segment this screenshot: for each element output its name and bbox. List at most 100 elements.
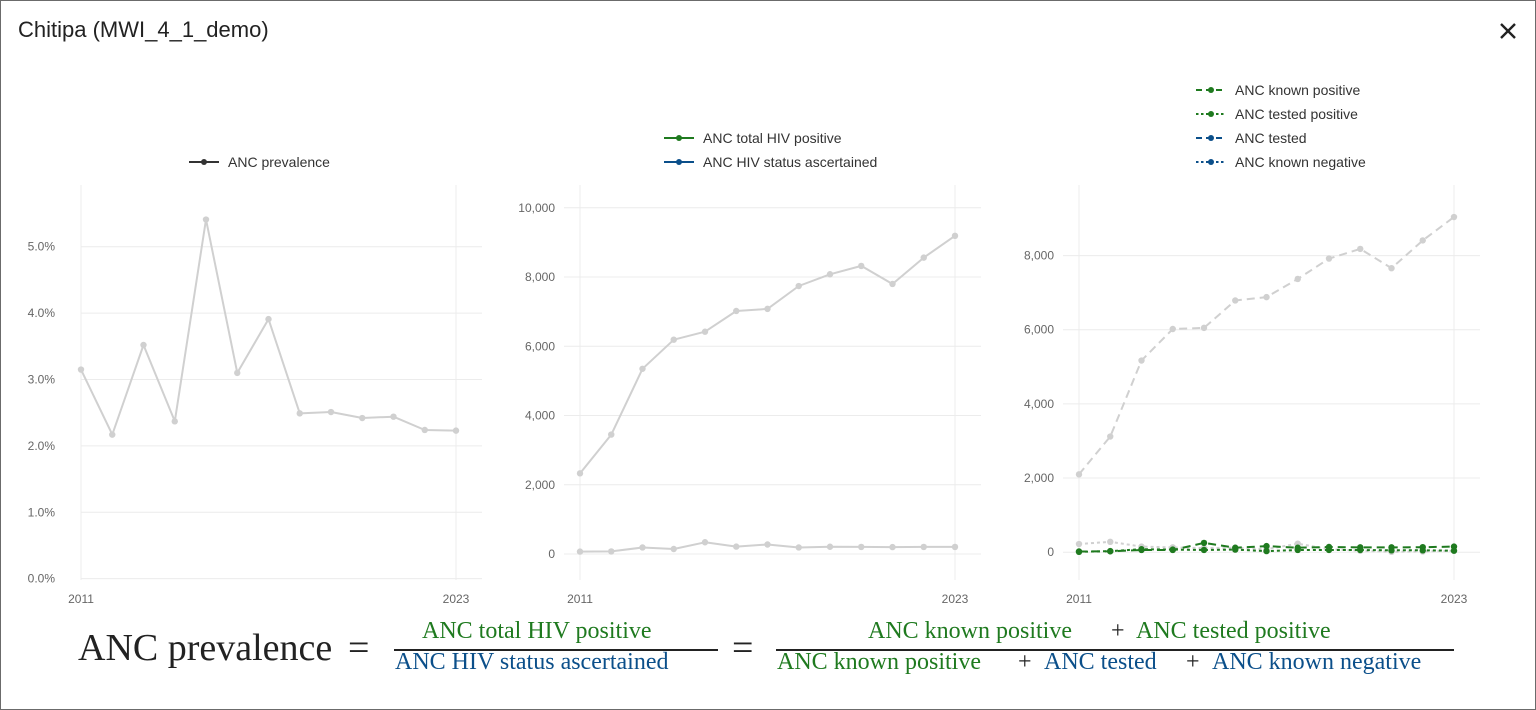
charts-area: 2011 2023 0.0% 1.0% 2.0% 3.0% 4.0% 5.0% ANC prev… [28, 82, 1480, 606]
x-tick-label: 2011 [567, 592, 593, 606]
data-point [889, 280, 896, 288]
data-point [1138, 546, 1145, 553]
close-icon[interactable] [1495, 18, 1521, 44]
data-point [327, 408, 335, 416]
legend-marker [676, 159, 682, 165]
y-tick-label: 0 [1047, 545, 1054, 559]
legend-label: ANC tested [1235, 130, 1307, 146]
frac2-bar [776, 649, 1454, 651]
x-tick-label: 2023 [1441, 592, 1468, 606]
legend-label: ANC tested positive [1235, 106, 1358, 122]
data-point [576, 470, 584, 477]
y-tick-label: 3.0% [28, 373, 56, 387]
legend-label: ANC known negative [1235, 154, 1366, 170]
y-tick-label: 2,000 [1024, 471, 1054, 485]
data-point [1357, 245, 1364, 253]
formula: ANC prevalence = ANC total HIV positive … [0, 618, 1536, 688]
data-point [670, 545, 677, 553]
data-point [1325, 546, 1333, 554]
data-point [1450, 213, 1458, 221]
modal-title: Chitipa (MWI_4_1_demo) [18, 17, 269, 42]
y-tick-label: 8,000 [525, 270, 555, 284]
data-point [1232, 297, 1239, 304]
data-point [265, 315, 272, 323]
data-point [1263, 542, 1270, 550]
series-line [579, 234, 956, 475]
frac2-den-plus-1: + [1018, 649, 1032, 675]
y-tick-label: 2,000 [525, 478, 555, 492]
y-tick-label: 6,000 [525, 339, 555, 353]
data-point [576, 548, 584, 555]
data-point [858, 262, 865, 270]
data-point [795, 544, 802, 551]
y-tick-label: 8,000 [1024, 249, 1054, 263]
legend-marker [1208, 159, 1214, 165]
data-point [1263, 547, 1270, 555]
formula-lhs: ANC prevalence [78, 627, 333, 669]
data-point [1325, 255, 1333, 262]
frac2-den-a: ANC known positive [777, 649, 981, 675]
y-tick-label: 5.0% [28, 240, 56, 254]
data-point [390, 413, 397, 420]
y-tick-label: 6,000 [1024, 323, 1054, 337]
data-point [951, 232, 959, 240]
data-point [171, 418, 178, 425]
data-point [1107, 433, 1114, 440]
legend-marker [1208, 87, 1214, 93]
legend-marker [201, 159, 207, 165]
data-point [77, 366, 85, 373]
data-point [1200, 539, 1208, 547]
data-point [1419, 237, 1426, 244]
data-point [608, 548, 615, 555]
frac1-numerator: ANC total HIV positive [422, 618, 652, 644]
data-point [1075, 471, 1083, 478]
data-point [1294, 275, 1301, 283]
x-tick-label: 2023 [443, 592, 470, 606]
frac2-num-b: ANC tested positive [1136, 618, 1331, 644]
legend-marker [676, 135, 682, 141]
data-point [140, 341, 147, 349]
data-point [1107, 547, 1114, 555]
data-point [639, 544, 646, 551]
data-point [1075, 540, 1083, 548]
data-point [670, 336, 677, 343]
data-point [951, 543, 959, 551]
legend-label: ANC HIV status ascertained [703, 154, 877, 170]
data-point [1107, 538, 1114, 546]
data-point [889, 543, 896, 551]
data-point [639, 365, 646, 372]
frac2-den-b: ANC tested [1044, 649, 1157, 675]
legend-label: ANC known positive [1235, 82, 1360, 98]
data-point [452, 427, 460, 434]
frac2-num-plus: + [1111, 618, 1125, 644]
data-point [920, 254, 927, 261]
y-tick-label: 4,000 [525, 409, 555, 423]
legend-label: ANC prevalence [228, 154, 330, 170]
data-point [1075, 548, 1083, 556]
data-point [733, 307, 740, 315]
formula-equals-2: = [732, 627, 754, 669]
y-tick-label: 0.0% [28, 572, 56, 586]
frac2-num-a: ANC known positive [868, 618, 1072, 644]
frac1-bar [394, 649, 718, 651]
data-point [421, 426, 428, 434]
series-line [80, 218, 457, 436]
data-point [608, 431, 615, 438]
data-point [858, 543, 865, 551]
data-point [826, 271, 834, 278]
data-point [826, 543, 834, 550]
data-point [1169, 546, 1176, 553]
data-point [1200, 546, 1208, 554]
data-point [701, 539, 709, 546]
data-point [202, 216, 210, 223]
data-point [701, 328, 709, 335]
data-point [1388, 547, 1395, 554]
frac2-den-plus-2: + [1186, 649, 1200, 675]
x-tick-label: 2023 [942, 592, 969, 606]
frac1-denominator: ANC HIV status ascertained [395, 649, 669, 675]
data-point [1388, 264, 1395, 272]
y-tick-label: 10,000 [518, 201, 555, 215]
data-point [764, 541, 771, 548]
data-point [109, 431, 116, 438]
